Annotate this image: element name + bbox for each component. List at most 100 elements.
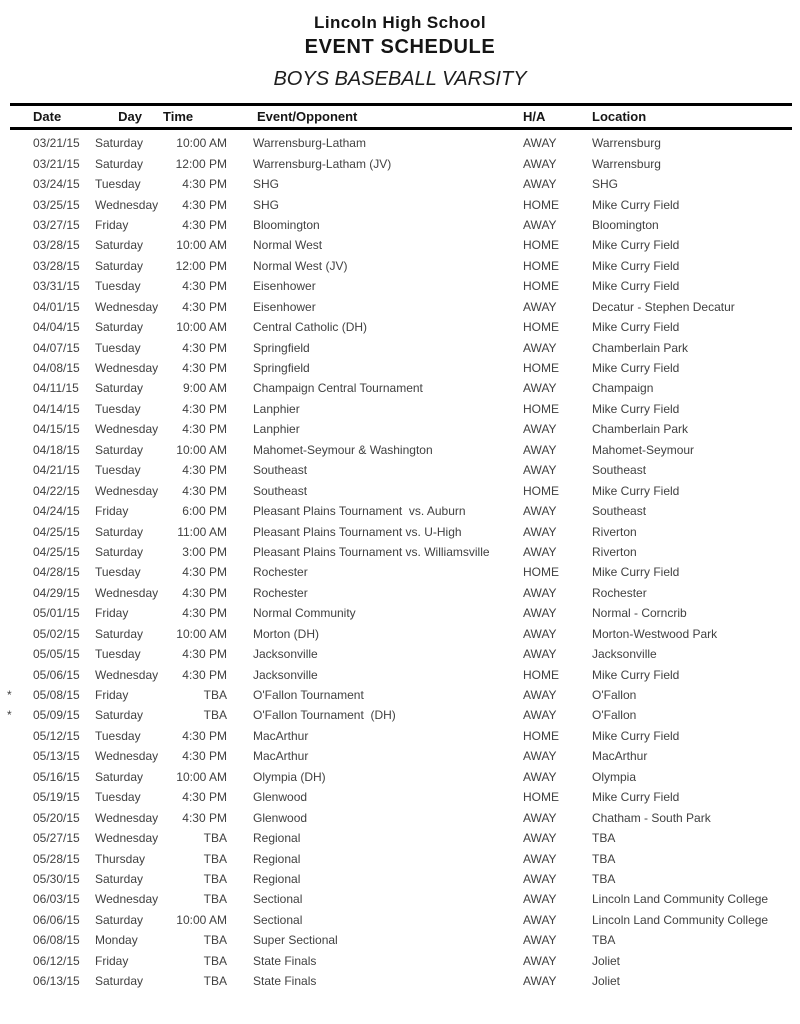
row-location: Mahomet-Seymour [592,442,695,457]
row-time: TBA [203,953,227,968]
row-location: Chamberlain Park [592,422,689,437]
row-date: 05/20/15 [33,810,80,825]
row-date: 04/29/15 [33,585,80,600]
row-flag: * [7,688,12,703]
table-row: 05/02/15 Saturday 10:00 AM Morton (DH) A… [0,624,800,644]
row-ha: HOME [523,401,559,416]
row-day: Wednesday [95,831,159,846]
row-event: Springfield [253,340,310,355]
row-date: 06/03/15 [33,892,80,907]
row-date: 03/25/15 [33,197,80,212]
row-time: 3:00 PM [182,544,227,559]
row-event: Glenwood [253,790,308,805]
row-location: Mike Curry Field [592,197,680,212]
table-row: 03/28/15 Saturday 12:00 PM Normal West (… [0,256,800,276]
row-day: Saturday [95,156,144,171]
row-day: Tuesday [95,647,141,662]
row-date: 05/05/15 [33,647,80,662]
row-ha: AWAY [523,606,557,621]
row-event: Bloomington [253,217,320,232]
row-date: 06/12/15 [33,953,80,968]
row-date: 06/06/15 [33,912,80,927]
table-row: 05/13/15 Wednesday 4:30 PM MacArthur AWA… [0,746,800,766]
row-day: Saturday [95,238,144,253]
row-location: Joliet [592,953,621,968]
row-day: Wednesday [95,585,159,600]
row-ha: HOME [523,279,559,294]
row-time: 6:00 PM [182,504,227,519]
row-ha: AWAY [523,340,557,355]
row-ha: AWAY [523,442,557,457]
date-column-header: Date [33,109,62,124]
row-ha: AWAY [523,463,557,478]
row-day: Tuesday [95,401,141,416]
row-date: 05/27/15 [33,831,80,846]
row-ha: AWAY [523,299,557,314]
table-row: 05/19/15 Tuesday 4:30 PM Glenwood HOME M… [0,787,800,807]
table-row: 04/29/15 Wednesday 4:30 PM Rochester AWA… [0,583,800,603]
row-date: 04/11/15 [33,381,79,396]
row-location: Mike Curry Field [592,565,680,580]
row-event: SHG [253,197,280,212]
row-event: MacArthur [253,749,309,764]
row-date: 05/13/15 [33,749,80,764]
row-day: Wednesday [95,361,159,376]
row-ha: AWAY [523,892,557,907]
row-day: Wednesday [95,197,159,212]
row-time: TBA [203,688,227,703]
row-ha: HOME [523,197,559,212]
row-location: Mike Curry Field [592,728,680,743]
row-date: 05/01/15 [33,606,80,621]
table-body: 03/21/15 Saturday 10:00 AM Warrensburg-L… [0,133,800,991]
row-event: Regional [253,871,301,886]
row-ha: AWAY [523,912,557,927]
row-ha: AWAY [523,585,557,600]
row-day: Wednesday [95,810,159,825]
row-event: Pleasant Plains Tournament vs. U-High [253,524,462,539]
row-ha: AWAY [523,626,557,641]
row-location: O'Fallon [592,708,637,723]
row-day: Tuesday [95,340,141,355]
table-header-row: Date Day Time Event/Opponent H/A Locatio… [0,106,800,127]
row-event: Southeast [253,483,308,498]
row-location: Warrensburg [592,156,661,171]
table-row: 04/11/15 Saturday 9:00 AM Champaign Cent… [0,378,800,398]
row-time: 4:30 PM [182,197,227,212]
row-location: Riverton [592,544,637,559]
row-time: 4:30 PM [182,422,227,437]
row-time: TBA [203,933,227,948]
table-row: 05/27/15 Wednesday TBA Regional AWAY TBA [0,828,800,848]
row-event: Morton (DH) [253,626,320,641]
row-location: Jacksonville [592,647,657,662]
row-event: Jacksonville [253,667,318,682]
day-column-header: Day [118,109,142,124]
row-location: Joliet [592,974,621,989]
row-event: Champaign Central Tournament [253,381,423,396]
row-ha: AWAY [523,810,557,825]
row-time: 4:30 PM [182,749,227,764]
table-row: 04/15/15 Wednesday 4:30 PM Lanphier AWAY… [0,419,800,439]
row-event: Normal West [253,238,323,253]
row-date: 05/12/15 [33,728,80,743]
row-location: Chatham - South Park [592,810,711,825]
row-event: State Finals [253,974,317,989]
row-location: O'Fallon [592,688,637,703]
row-time: 12:00 PM [175,258,227,273]
row-time: 4:30 PM [182,565,227,580]
row-date: 04/24/15 [33,504,80,519]
row-day: Saturday [95,871,144,886]
row-ha: AWAY [523,769,557,784]
row-date: 06/08/15 [33,933,80,948]
row-ha: HOME [523,361,559,376]
row-ha: AWAY [523,871,557,886]
row-date: 03/27/15 [33,217,80,232]
row-time: 4:30 PM [182,647,227,662]
table-row: * 05/08/15 Friday TBA O'Fallon Tournamen… [0,685,800,705]
table-row: 03/24/15 Tuesday 4:30 PM SHG AWAY SHG [0,174,800,194]
row-ha: AWAY [523,422,557,437]
row-date: 04/08/15 [33,361,80,376]
row-event: O'Fallon Tournament (DH) [253,708,396,723]
row-event: Jacksonville [253,647,318,662]
row-day: Saturday [95,626,144,641]
table-row: 03/21/15 Saturday 12:00 PM Warrensburg-L… [0,153,800,173]
